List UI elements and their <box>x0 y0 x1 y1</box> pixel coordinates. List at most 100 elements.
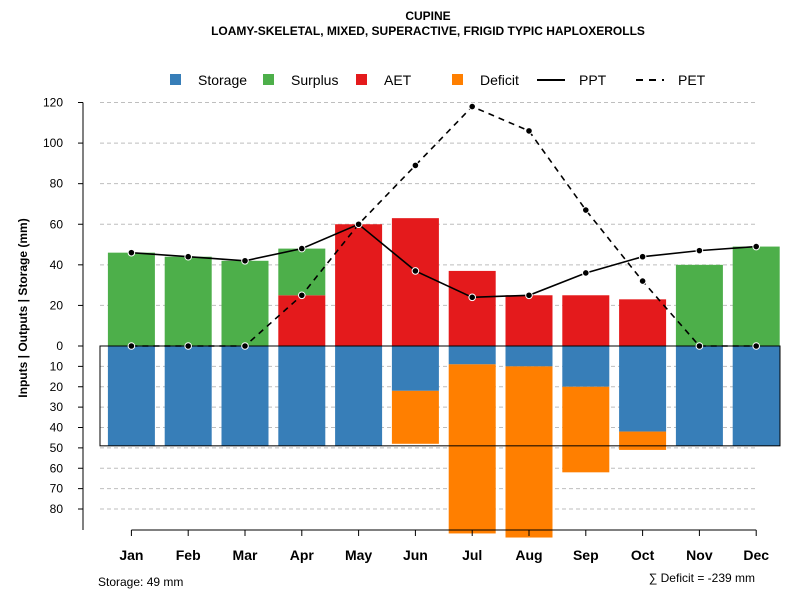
ppt-point <box>638 252 647 261</box>
axes: 0 20 40 60 80 100 120 10 20 30 40 50 60 70 80 Jan Feb Mar… <box>43 96 769 564</box>
ppt-point <box>695 246 704 255</box>
y-tick-label: 30 <box>50 400 64 414</box>
surplus-bar <box>164 256 212 346</box>
y-tick-label: 40 <box>50 258 64 272</box>
x-tick-label-sep: Sep <box>573 547 599 563</box>
deficit-bar <box>391 390 439 444</box>
legend-swatch-storage <box>170 74 181 85</box>
x-tick-label-jul: Jul <box>462 547 482 563</box>
ppt-point <box>525 291 533 300</box>
storage-bar <box>164 346 212 446</box>
deficit-bar <box>562 386 610 473</box>
storage-note: Storage: 49 mm <box>98 575 183 589</box>
pet-point <box>468 102 477 111</box>
aet-bar <box>448 270 496 346</box>
deficit-bar <box>619 431 667 450</box>
y-tick-label: 40 <box>50 421 64 435</box>
series-lines <box>127 102 761 350</box>
aet-bar <box>335 224 383 346</box>
pet-point <box>695 342 704 350</box>
pet-point <box>752 342 761 350</box>
x-tick-label-aug: Aug <box>515 547 542 563</box>
storage-bar <box>505 346 553 367</box>
x-tick-label-oct: Oct <box>631 547 655 563</box>
legend-label-deficit: Deficit <box>480 72 519 88</box>
x-tick-label-dec: Dec <box>743 547 769 563</box>
ppt-point <box>241 256 249 265</box>
y-tick-label: 20 <box>50 380 64 394</box>
y-tick-label: 50 <box>50 441 64 455</box>
pet-point <box>411 161 420 170</box>
surplus-bar <box>278 248 326 296</box>
x-tick-label-feb: Feb <box>176 547 201 563</box>
legend-swatch-aet <box>356 74 367 85</box>
storage-bar <box>619 346 667 432</box>
storage-bar <box>448 346 496 365</box>
surplus-bar <box>732 246 780 346</box>
legend-swatch-surplus <box>263 74 274 85</box>
aet-bar <box>278 295 326 346</box>
pet-point <box>184 342 192 350</box>
pet-point <box>638 277 647 285</box>
surplus-bar <box>107 252 155 346</box>
legend-label-aet: AET <box>384 72 412 88</box>
x-tick-label-jun: Jun <box>403 547 428 563</box>
y-tick-label: 100 <box>43 136 63 150</box>
storage-bar <box>221 346 269 446</box>
storage-bar <box>562 346 610 387</box>
x-tick-label-jan: Jan <box>119 547 143 563</box>
legend-label-pet: PET <box>678 72 706 88</box>
ppt-point <box>127 248 136 257</box>
x-tick-label-apr: Apr <box>290 547 315 563</box>
storage-bar <box>675 346 723 446</box>
legend: Storage Surplus AET Deficit PPT PET <box>170 72 706 88</box>
x-tick-label-may: May <box>345 547 372 563</box>
y-tick-label: 60 <box>50 217 64 231</box>
y-tick-label: 70 <box>50 482 64 496</box>
legend-swatch-deficit <box>452 74 463 85</box>
y-tick-label: 20 <box>50 298 64 312</box>
storage-bar <box>107 346 155 446</box>
pet-point <box>241 342 249 350</box>
y-tick-label: 60 <box>50 461 64 475</box>
aet-bar <box>619 299 667 346</box>
y-tick-label: 80 <box>50 177 64 191</box>
pet-line <box>131 105 757 347</box>
deficit-bar <box>448 364 496 534</box>
storage-bar <box>732 346 780 446</box>
deficit-bar <box>505 366 553 538</box>
pet-point <box>582 206 590 214</box>
ppt-point <box>752 242 761 251</box>
y-tick-label: 80 <box>50 502 64 516</box>
pet-point <box>525 127 533 135</box>
deficit-total: ∑ Deficit = -239 mm <box>649 571 755 585</box>
ppt-point <box>411 267 420 275</box>
aet-bar <box>391 218 439 346</box>
legend-label-ppt: PPT <box>579 72 607 88</box>
surplus-bar <box>675 264 723 346</box>
surplus-bar <box>221 260 269 346</box>
legend-label-storage: Storage <box>198 72 247 88</box>
storage-bar <box>335 346 383 446</box>
ppt-point <box>582 269 590 277</box>
storage-bar <box>278 346 326 446</box>
aet-bar <box>562 295 610 346</box>
ppt-line <box>131 223 757 299</box>
ppt-point <box>468 293 477 302</box>
ppt-point <box>354 220 363 229</box>
y-tick-label: 0 <box>56 339 63 353</box>
ppt-point <box>298 244 306 253</box>
chart-title: CUPINE <box>405 9 450 23</box>
chart-subtitle: LOAMY-SKELETAL, MIXED, SUPERACTIVE, FRIG… <box>211 24 645 38</box>
y-tick-label: 10 <box>50 359 64 373</box>
ppt-point <box>184 252 192 261</box>
y-axis-label: Inputs | Outputs | Storage (mm) <box>16 218 30 397</box>
storage-bar <box>391 346 439 391</box>
aet-bar <box>505 295 553 346</box>
bars <box>99 218 781 538</box>
y-tick-label: 120 <box>43 96 63 110</box>
x-tick-label-mar: Mar <box>233 547 258 563</box>
x-tick-label-nov: Nov <box>686 547 713 563</box>
